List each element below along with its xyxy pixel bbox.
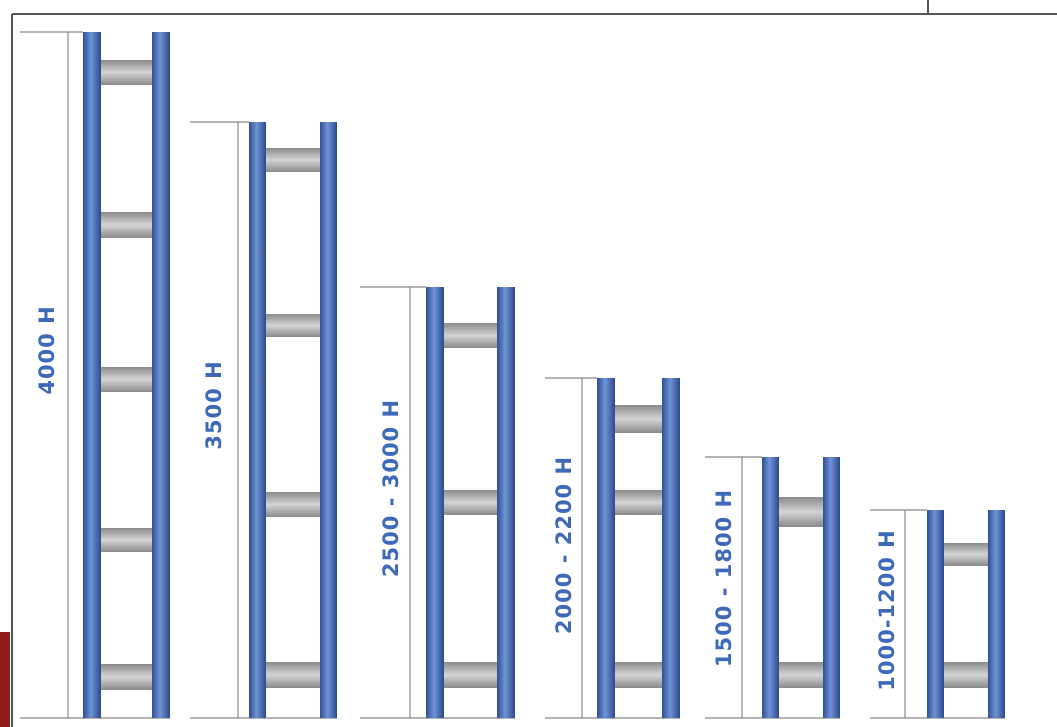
post: [83, 32, 101, 718]
ladder: 4000 H: [20, 31, 170, 719]
rung: [101, 367, 152, 392]
rung: [266, 148, 320, 172]
ladder: 2500 - 3000 H: [360, 286, 515, 719]
rung: [101, 212, 152, 238]
ladder: 1500 - 1800 H: [705, 456, 840, 719]
height-label: 1000-1200 H: [875, 529, 899, 691]
rung: [779, 497, 823, 527]
post: [320, 122, 337, 718]
rung: [101, 60, 152, 85]
rung: [944, 543, 988, 566]
post: [988, 510, 1005, 718]
ladders: 4000 H 3500 H 2500 - 3000 H 2000 - 2200 H 15…: [20, 31, 1005, 719]
rung: [615, 662, 662, 688]
post: [662, 378, 680, 718]
rung: [101, 664, 152, 690]
rung: [266, 492, 320, 517]
height-label: 2000 - 2200 H: [552, 456, 576, 634]
rung: [101, 528, 152, 552]
rung: [615, 490, 662, 515]
corner-block: [0, 632, 10, 727]
rung: [944, 662, 988, 688]
height-label: 4000 H: [35, 305, 59, 394]
post: [762, 457, 779, 718]
post: [249, 122, 266, 718]
height-label: 2500 - 3000 H: [379, 399, 403, 577]
rung: [444, 490, 497, 515]
post: [597, 378, 615, 718]
post: [823, 457, 840, 718]
post: [426, 287, 444, 718]
ladder: 2000 - 2200 H: [545, 377, 680, 719]
height-label: 3500 H: [202, 360, 226, 449]
ladder: 1000-1200 H: [870, 509, 1005, 719]
rung: [779, 662, 823, 688]
rung: [444, 323, 497, 348]
height-label: 1500 - 1800 H: [712, 489, 736, 667]
post: [152, 32, 170, 718]
rung: [615, 405, 662, 433]
rung: [444, 662, 497, 688]
rung: [266, 662, 320, 688]
ladder: 3500 H: [190, 121, 337, 719]
rung: [266, 314, 320, 337]
post: [497, 287, 515, 718]
post: [927, 510, 944, 718]
